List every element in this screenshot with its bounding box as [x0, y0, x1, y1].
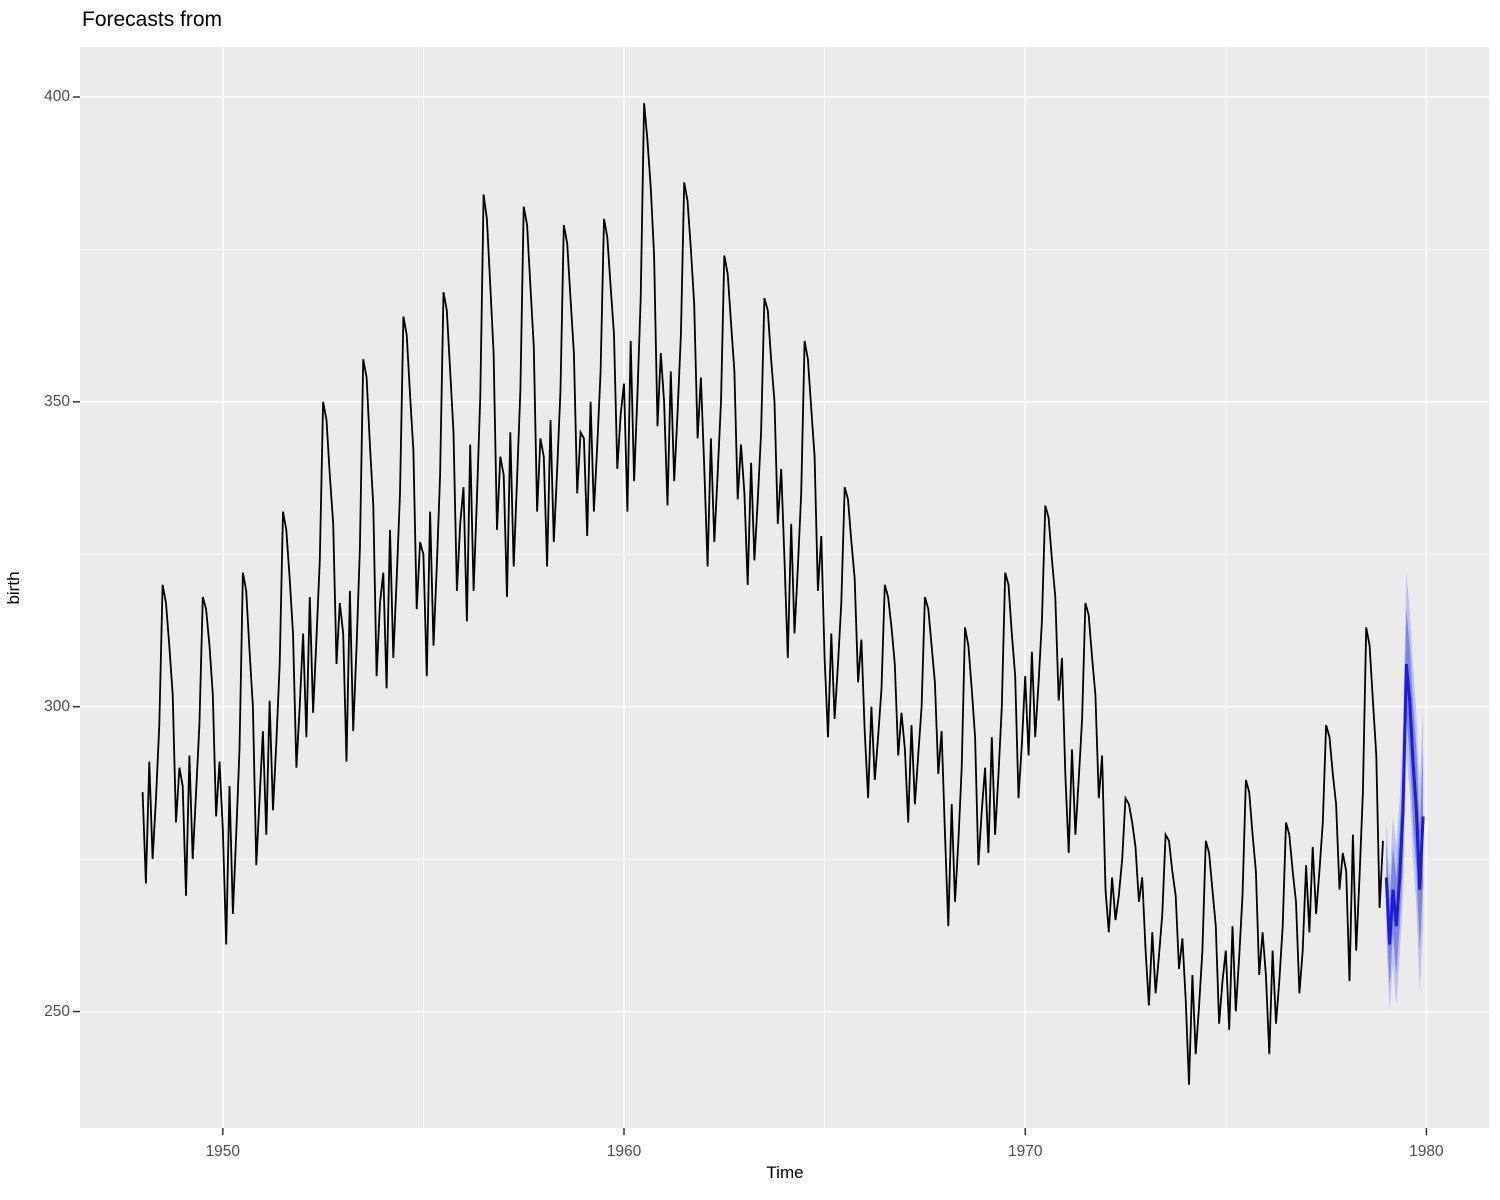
x-tick-label: 1960 — [606, 1143, 642, 1160]
forecast-interval-80 — [1386, 609, 1424, 988]
y-tick-label: 350 — [44, 392, 70, 410]
y-axis-title: birth — [4, 571, 23, 605]
panel-background — [80, 47, 1489, 1128]
x-tick-label: 1950 — [205, 1143, 241, 1160]
x-axis-title: Time — [766, 1163, 804, 1182]
observed-series-line — [141, 103, 1384, 1085]
x-tick-label: 1980 — [1409, 1143, 1444, 1160]
y-tick-label: 400 — [44, 87, 70, 105]
y-tick-label: 250 — [44, 1002, 70, 1020]
x-tick-label: 1970 — [1007, 1143, 1043, 1160]
y-tick-label: 300 — [44, 697, 70, 715]
forecast-mean-line — [1384, 663, 1425, 945]
plot-title: Forecasts from — [82, 8, 223, 31]
